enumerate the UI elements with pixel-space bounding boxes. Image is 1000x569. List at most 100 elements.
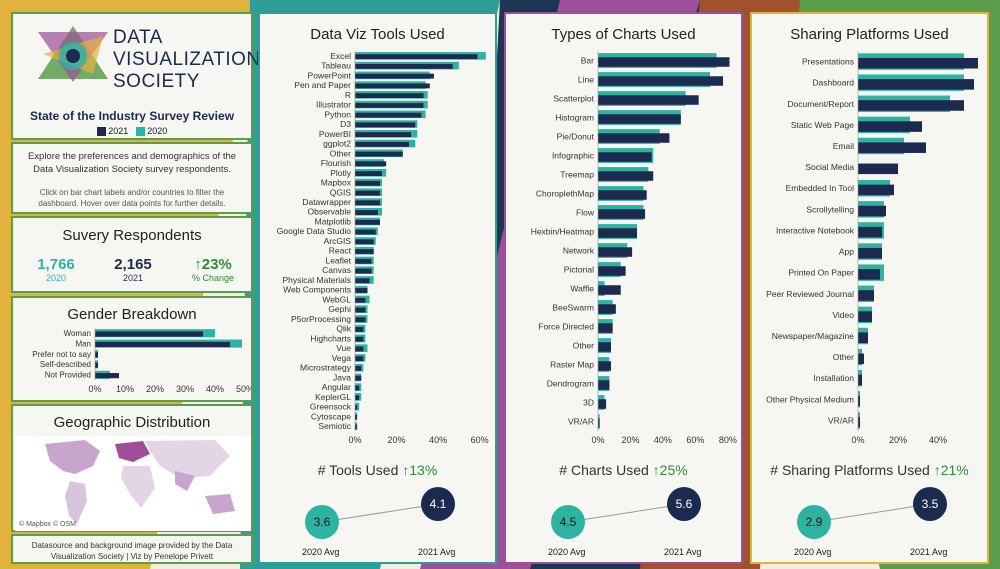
- category-label[interactable]: Illustrator: [316, 100, 351, 110]
- bar-2021: [355, 395, 360, 401]
- category-label[interactable]: Document/Report: [787, 99, 854, 109]
- category-label[interactable]: App: [839, 247, 854, 257]
- category-label[interactable]: 3D: [583, 397, 594, 407]
- category-label[interactable]: KeplerGL: [315, 392, 351, 402]
- category-label[interactable]: Network: [563, 245, 595, 255]
- category-label[interactable]: P5orProcessing: [291, 314, 351, 324]
- sharing-chart[interactable]: Presentations Dashboard Document/Report Sta…: [752, 49, 987, 469]
- category-label[interactable]: Excel: [330, 51, 351, 61]
- category-label[interactable]: Pen and Paper: [294, 80, 351, 90]
- category-label[interactable]: Microstrategy: [300, 363, 352, 373]
- category-label[interactable]: Embedded In Tool: [786, 183, 854, 193]
- category-label[interactable]: Peer Reviewed Journal: [766, 289, 854, 299]
- bar-2021: [355, 317, 366, 323]
- category-label[interactable]: Other: [573, 340, 594, 350]
- tick-label: 40%: [654, 435, 672, 445]
- category-label[interactable]: Static Web Page: [791, 120, 854, 130]
- category-label[interactable]: Force Directed: [538, 321, 594, 331]
- category-label[interactable]: Woman: [64, 329, 91, 338]
- category-label[interactable]: Plotly: [330, 168, 352, 178]
- category-label[interactable]: Mapbox: [321, 178, 352, 188]
- category-label[interactable]: React: [329, 246, 352, 256]
- category-label[interactable]: Other Physical Medium: [766, 394, 854, 404]
- up-arrow-icon: ↑: [933, 462, 941, 478]
- category-label[interactable]: Semiotic: [318, 421, 351, 431]
- category-label[interactable]: ChoroplethMap: [536, 188, 594, 198]
- map-credit: © Mapbox © OSM: [19, 520, 76, 528]
- category-label[interactable]: Highcharts: [310, 333, 351, 343]
- category-label[interactable]: Flourish: [321, 158, 352, 168]
- category-label[interactable]: Datawrapper: [302, 197, 351, 207]
- category-label[interactable]: Prefer not to say: [32, 350, 91, 359]
- category-label[interactable]: Raster Map: [550, 359, 594, 369]
- category-label[interactable]: Hexbin/Heatmap: [531, 226, 595, 236]
- category-label[interactable]: Cytoscape: [311, 411, 351, 421]
- category-label[interactable]: Installation: [813, 373, 854, 383]
- category-label[interactable]: Man: [75, 339, 91, 348]
- bar-2021: [355, 161, 387, 167]
- category-label[interactable]: PowerPoint: [308, 70, 352, 80]
- category-label[interactable]: WebGL: [322, 294, 351, 304]
- category-label[interactable]: QGIS: [330, 187, 352, 197]
- category-label[interactable]: Vega: [332, 353, 352, 363]
- category-label[interactable]: Web Components: [283, 285, 351, 295]
- category-label[interactable]: Pie/Donut: [557, 131, 595, 141]
- avg-2021-value: 3.5: [922, 497, 939, 511]
- bar-2021: [598, 266, 626, 276]
- bar-2021: [355, 141, 409, 147]
- category-label[interactable]: Dendrogram: [547, 378, 594, 388]
- category-label[interactable]: Leaflet: [325, 255, 351, 265]
- category-label[interactable]: Infographic: [552, 150, 595, 160]
- category-label[interactable]: Scatterplot: [553, 93, 594, 103]
- category-label[interactable]: Qlik: [336, 324, 351, 334]
- category-label[interactable]: R: [345, 90, 351, 100]
- category-label[interactable]: ArcGIS: [324, 236, 352, 246]
- category-label[interactable]: Bar: [581, 55, 594, 65]
- category-label[interactable]: VR/AR: [568, 416, 594, 426]
- category-label[interactable]: Printed On Paper: [788, 268, 854, 278]
- category-label[interactable]: Python: [325, 109, 352, 119]
- category-label[interactable]: Physical Materials: [283, 275, 352, 285]
- category-label[interactable]: Treemap: [560, 169, 594, 179]
- category-label[interactable]: Other: [330, 148, 351, 158]
- category-label[interactable]: Newspaper/Magazine: [772, 331, 854, 341]
- category-label[interactable]: Interactive Notebook: [776, 225, 855, 235]
- category-label[interactable]: Tableau: [321, 61, 351, 71]
- category-label[interactable]: Presentations: [802, 57, 854, 67]
- category-label[interactable]: PowerBI: [319, 129, 351, 139]
- category-label[interactable]: BeeSwarm: [552, 302, 594, 312]
- category-label[interactable]: Vue: [336, 343, 351, 353]
- category-label[interactable]: Social Media: [805, 162, 854, 172]
- category-label[interactable]: VR/AR: [828, 415, 854, 425]
- category-label[interactable]: Self-described: [40, 360, 91, 369]
- bar-2021: [95, 341, 230, 348]
- avg-2021-dot: [421, 487, 455, 521]
- avg-connector: [567, 503, 685, 523]
- category-label[interactable]: Line: [578, 74, 594, 84]
- category-label[interactable]: Flow: [576, 207, 595, 217]
- bar-2021: [858, 142, 926, 153]
- category-label[interactable]: Observable: [308, 207, 352, 217]
- category-label[interactable]: Email: [833, 141, 854, 151]
- category-label[interactable]: Histogram: [555, 112, 594, 122]
- category-label[interactable]: Java: [333, 372, 351, 382]
- category-label[interactable]: Matplotlib: [315, 216, 352, 226]
- world-map[interactable]: © Mapbox © OSM: [15, 436, 251, 531]
- category-label[interactable]: Other: [833, 352, 854, 362]
- category-label[interactable]: D3: [340, 119, 351, 129]
- category-label[interactable]: Waffle: [570, 283, 594, 293]
- category-label[interactable]: Pictorial: [564, 264, 594, 274]
- category-label[interactable]: Not Provided: [45, 371, 91, 380]
- category-label[interactable]: Video: [832, 310, 854, 320]
- category-label[interactable]: Greensock: [310, 402, 352, 412]
- category-label[interactable]: ggplot2: [323, 139, 351, 149]
- category-label[interactable]: Angular: [322, 382, 351, 392]
- category-label[interactable]: Scrollytelling: [806, 204, 854, 214]
- charts-chart[interactable]: Bar Line Scatterplot Histogram Pie/Donut Info…: [506, 49, 741, 469]
- category-label[interactable]: Google Data Studio: [277, 226, 351, 236]
- category-label[interactable]: Canvas: [322, 265, 351, 275]
- category-label[interactable]: Dashboard: [812, 78, 854, 88]
- category-label[interactable]: Gephi: [328, 304, 351, 314]
